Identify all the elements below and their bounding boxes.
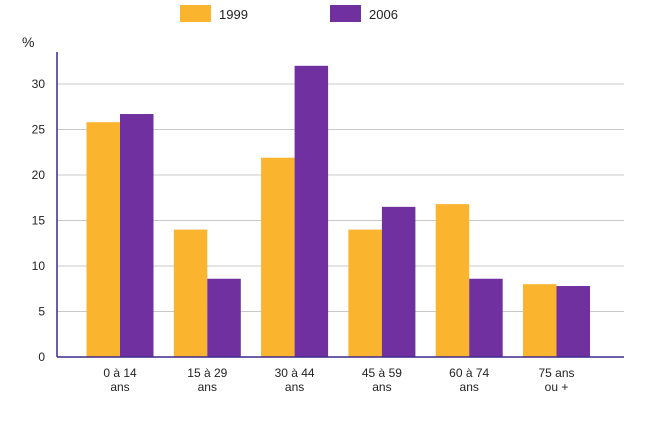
x-tick-label: ans xyxy=(460,380,479,394)
y-tick-label: 25 xyxy=(32,123,46,137)
x-tick-label: 15 à 29 xyxy=(187,366,227,380)
y-tick-label: 10 xyxy=(32,259,46,273)
legend-label-1999: 1999 xyxy=(219,7,248,22)
bar-1999-5 xyxy=(523,284,557,357)
x-tick-label: ans xyxy=(372,380,391,394)
bars xyxy=(86,65,590,358)
x-tick-label: ans xyxy=(198,380,217,394)
x-tick-label: 60 à 74 xyxy=(449,366,489,380)
bar-2006-0 xyxy=(120,114,154,357)
bar-2006-4 xyxy=(469,278,503,357)
y-tick-label: 0 xyxy=(38,350,45,364)
bar-2006-5 xyxy=(556,286,590,357)
y-tick-label: 20 xyxy=(32,168,46,182)
x-tick-label: 30 à 44 xyxy=(275,366,315,380)
y-axis-unit-label: % xyxy=(22,34,34,50)
legend-swatch-1999 xyxy=(180,5,211,22)
bar-2006-3 xyxy=(381,206,416,357)
x-tick-label: 75 ans xyxy=(538,366,574,380)
x-tick-label: 0 à 14 xyxy=(103,366,137,380)
bar-1999-0 xyxy=(86,122,120,357)
legend-label-2006: 2006 xyxy=(369,7,398,22)
x-tick-label: 45 à 59 xyxy=(362,366,402,380)
x-tick-label: ans xyxy=(285,380,304,394)
bar-2006-2 xyxy=(294,65,329,358)
bar-1999-3 xyxy=(348,229,382,357)
x-tick-label: ans xyxy=(110,380,129,394)
y-tick-label: 15 xyxy=(32,214,46,228)
y-tick-label: 30 xyxy=(32,77,46,91)
y-axis-ticks: 0 5 10 15 20 25 30 xyxy=(32,77,46,364)
axes xyxy=(56,52,624,358)
bar-1999-2 xyxy=(261,157,295,357)
bar-1999-4 xyxy=(435,204,470,357)
y-tick-label: 5 xyxy=(38,305,45,319)
legend: 1999 2006 xyxy=(180,5,398,22)
bar-2006-1 xyxy=(207,278,241,357)
legend-swatch-2006 xyxy=(330,5,361,22)
x-tick-label: ou + xyxy=(545,380,569,394)
bar-1999-1 xyxy=(173,229,208,357)
